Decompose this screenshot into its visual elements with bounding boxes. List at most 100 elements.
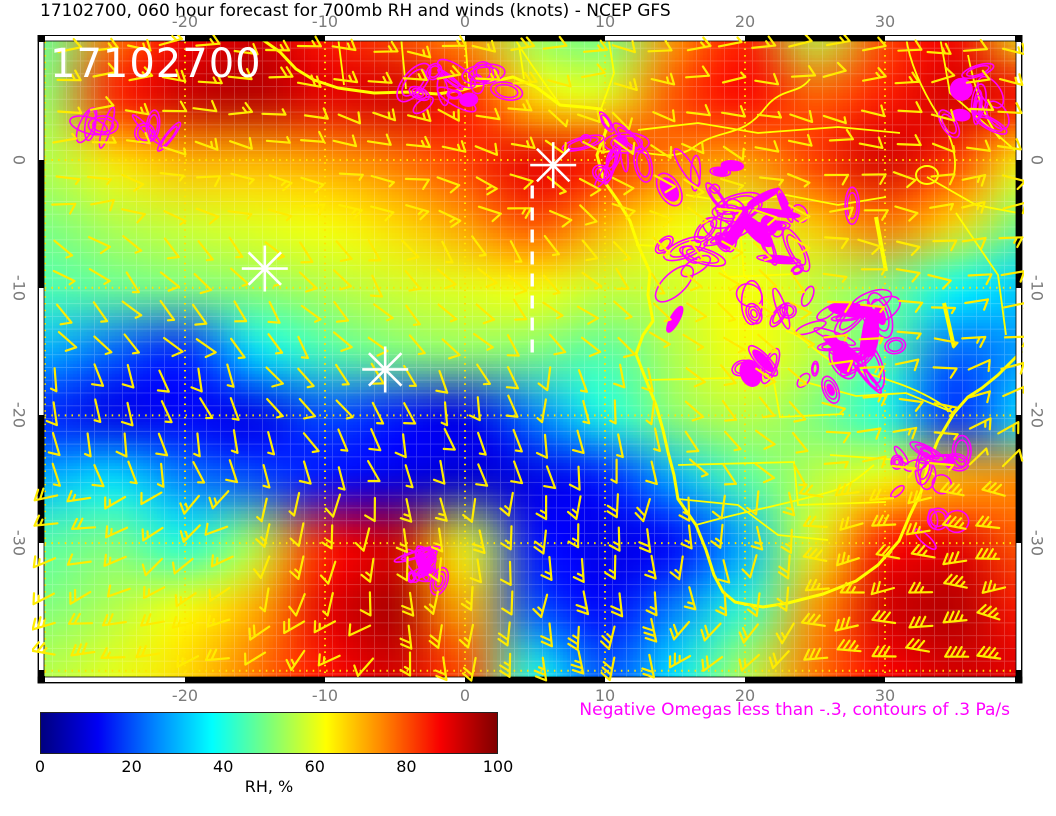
wind-barb bbox=[128, 66, 154, 82]
wind-barb bbox=[283, 618, 306, 635]
wind-barb bbox=[507, 207, 533, 219]
wind-barb bbox=[870, 580, 895, 596]
wind-barb bbox=[338, 204, 363, 220]
wind-barb bbox=[227, 67, 253, 81]
wind-barb bbox=[121, 300, 143, 319]
wind-barb bbox=[371, 401, 385, 425]
wind-barb bbox=[1003, 335, 1024, 348]
wind-barb bbox=[302, 432, 320, 454]
wind-barb bbox=[158, 35, 183, 47]
wind-barb bbox=[267, 208, 293, 222]
omega-contour bbox=[747, 344, 779, 377]
wind-barb bbox=[776, 586, 790, 612]
river bbox=[513, 36, 561, 106]
wind-barb bbox=[669, 620, 691, 641]
wind-barb bbox=[300, 130, 326, 143]
wind-barb bbox=[100, 647, 126, 659]
omega-contour bbox=[709, 183, 721, 194]
wind-barb bbox=[720, 177, 745, 191]
wind-barb bbox=[399, 651, 412, 677]
wind-barb bbox=[722, 145, 745, 161]
wind-barb bbox=[1002, 42, 1024, 56]
omega-contour bbox=[662, 235, 709, 262]
omega-contour bbox=[949, 77, 973, 101]
wind-barb bbox=[533, 529, 547, 555]
wind-barb bbox=[259, 587, 270, 613]
wind-barb bbox=[192, 461, 206, 484]
lat-tick-label-right: -10 bbox=[1027, 274, 1047, 301]
wind-barb bbox=[965, 69, 991, 84]
omega-contour bbox=[459, 92, 479, 107]
wind-barb bbox=[190, 367, 203, 393]
wind-barb bbox=[267, 431, 276, 456]
wind-barb bbox=[738, 653, 760, 672]
wind-barb bbox=[140, 613, 165, 627]
wind-barb bbox=[90, 199, 115, 212]
omega-contour bbox=[425, 62, 443, 81]
wind-barb bbox=[56, 69, 82, 82]
wind-barb bbox=[581, 63, 606, 79]
wind-barb bbox=[861, 173, 887, 185]
wind-barb bbox=[998, 73, 1024, 86]
wind-barb bbox=[428, 624, 443, 649]
omega-contour bbox=[396, 62, 432, 103]
wind-barb bbox=[1000, 270, 1024, 283]
wind-barb bbox=[650, 144, 673, 160]
lon-tick-label-bottom: 10 bbox=[594, 686, 616, 705]
wind-barb bbox=[683, 178, 705, 199]
wind-barb bbox=[125, 131, 151, 145]
omega-contour bbox=[408, 572, 416, 582]
wind-barb bbox=[897, 101, 923, 114]
wind-barb bbox=[754, 462, 776, 484]
wind-barb bbox=[84, 432, 92, 458]
wind-barb bbox=[52, 269, 76, 286]
omega-contour bbox=[749, 308, 758, 319]
wind-barb bbox=[942, 551, 968, 566]
wind-barb bbox=[788, 204, 811, 224]
omega-contour bbox=[408, 85, 431, 102]
country-border bbox=[337, 36, 345, 86]
wind-barb bbox=[497, 621, 511, 647]
wind-barb bbox=[159, 299, 176, 322]
wind-barb bbox=[894, 71, 920, 85]
wind-barb bbox=[367, 71, 393, 84]
wind-barb bbox=[227, 210, 253, 220]
omega-contour bbox=[973, 113, 1008, 135]
wind-barb bbox=[32, 555, 57, 569]
wind-barb bbox=[966, 390, 991, 404]
wind-barb bbox=[961, 200, 986, 214]
wind-barb bbox=[332, 331, 353, 352]
wind-barb bbox=[825, 35, 851, 47]
wind-barb bbox=[540, 622, 553, 648]
wind-barb bbox=[322, 592, 334, 617]
wind-barb bbox=[121, 363, 135, 389]
wind-barb bbox=[824, 236, 850, 250]
wind-barb bbox=[122, 235, 143, 254]
omega-contour bbox=[893, 458, 901, 466]
wind-barb bbox=[505, 394, 519, 418]
wind-barb bbox=[103, 553, 127, 567]
omega-contour bbox=[666, 305, 684, 333]
wind-barb bbox=[892, 426, 918, 440]
wind-barb bbox=[120, 401, 134, 427]
wind-barb bbox=[1002, 201, 1024, 215]
wind-barb bbox=[613, 363, 626, 389]
omega-contour bbox=[945, 452, 970, 472]
wind-barb bbox=[441, 240, 454, 264]
wind-barb bbox=[717, 36, 743, 48]
wind-barb bbox=[171, 615, 197, 629]
wind-barb bbox=[156, 369, 170, 393]
wind-barb bbox=[192, 99, 218, 113]
wind-barb bbox=[367, 239, 382, 262]
omega-contour bbox=[467, 66, 500, 83]
wind-barb bbox=[432, 459, 446, 485]
wind-barb bbox=[208, 586, 231, 602]
wind-barb bbox=[32, 616, 56, 631]
wind-barb bbox=[932, 366, 958, 379]
wind-barb bbox=[195, 35, 221, 47]
omega-contour bbox=[786, 234, 807, 266]
wind-barb bbox=[360, 557, 375, 583]
omega-contour bbox=[884, 337, 907, 355]
wind-barb bbox=[998, 236, 1024, 249]
markers-layer bbox=[241, 142, 577, 393]
